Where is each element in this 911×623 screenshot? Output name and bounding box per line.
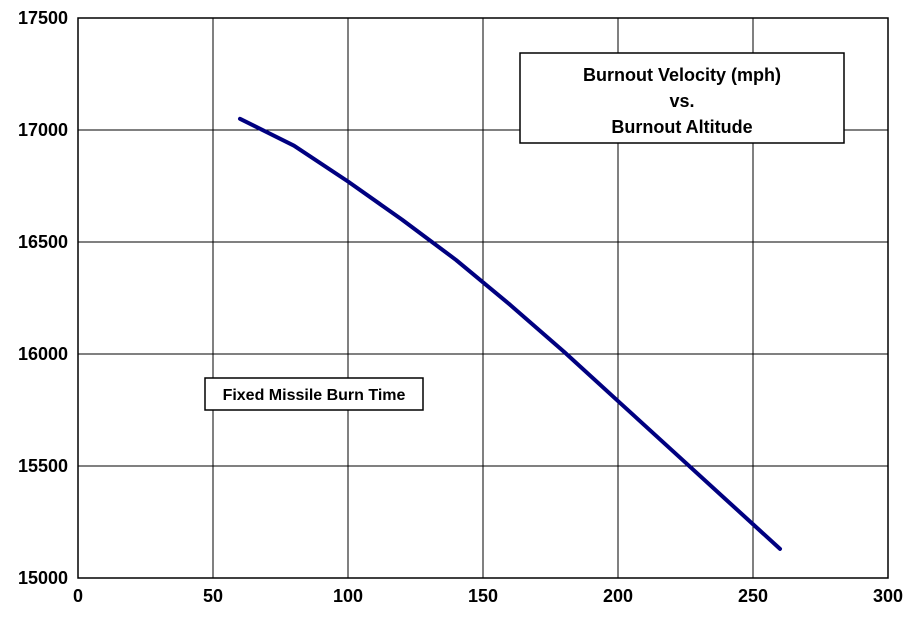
x-tick-label: 0: [73, 586, 83, 606]
chart-title-line: vs.: [669, 91, 694, 111]
y-tick-label: 16000: [18, 344, 68, 364]
chart-container: 0 50 100 150 200 250 300 15000 15500 16000 16500 17…: [0, 0, 911, 623]
y-tick-label: 17500: [18, 8, 68, 28]
y-tick-label: 15500: [18, 456, 68, 476]
x-tick-label: 50: [203, 586, 223, 606]
x-tick-label: 200: [603, 586, 633, 606]
x-tick-label: 250: [738, 586, 768, 606]
x-tick-label: 150: [468, 586, 498, 606]
y-tick-label: 16500: [18, 232, 68, 252]
y-tick-label: 15000: [18, 568, 68, 588]
chart-title-line: Burnout Altitude: [611, 117, 752, 137]
x-tick-label: 300: [873, 586, 903, 606]
annotation-label: Fixed Missile Burn Time: [223, 387, 406, 404]
y-tick-label: 17000: [18, 120, 68, 140]
line-chart: 0 50 100 150 200 250 300 15000 15500 16000 16500 17…: [0, 0, 911, 623]
x-tick-label: 100: [333, 586, 363, 606]
chart-title-line: Burnout Velocity (mph): [583, 65, 781, 85]
